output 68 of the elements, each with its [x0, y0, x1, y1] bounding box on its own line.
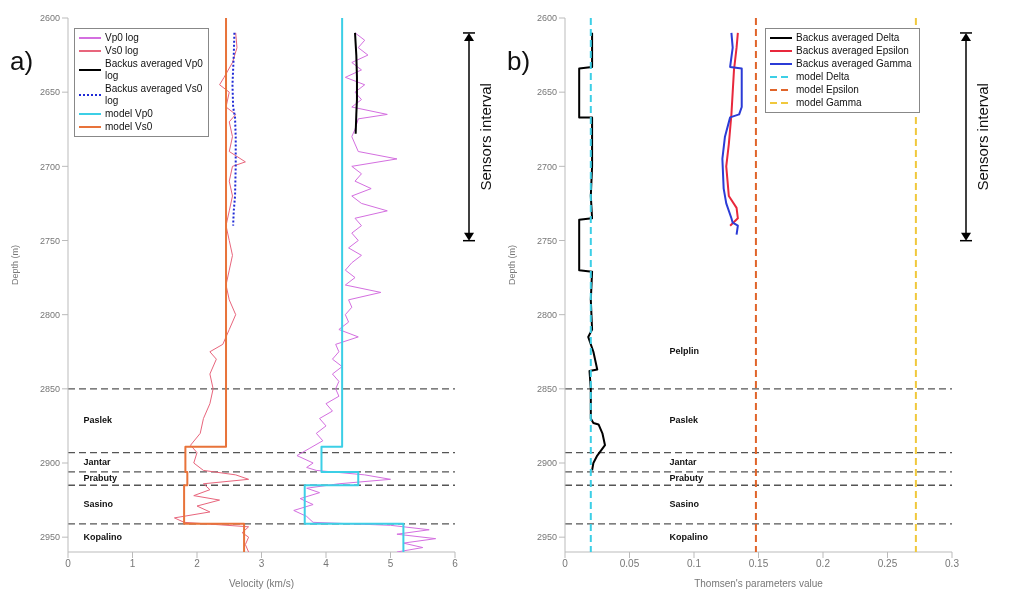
y-tick-label: 2950 [39, 532, 60, 543]
line-series [303, 18, 405, 552]
y-tick-label: 2950 [536, 532, 557, 543]
x-tick-label: 1 [129, 558, 136, 570]
line-series [725, 31, 739, 227]
y-tick-label: 2800 [536, 309, 557, 320]
y-tick-label: 2900 [39, 458, 60, 469]
line-series [578, 31, 606, 472]
x-tick-label: 5 [387, 558, 394, 570]
annotation: Kopalino [669, 532, 709, 543]
x-tick-label: 0.1 [687, 558, 702, 570]
y-axis-title: Depth (m) [10, 244, 21, 285]
annotation: Pelplin [669, 346, 700, 357]
legend-label: model Vs0 [105, 121, 153, 133]
annotation: Paslek [83, 415, 113, 426]
x-tick-label: 0.3 [945, 558, 960, 570]
annotation: Prabuty [83, 472, 117, 483]
line-series [231, 31, 237, 227]
annotation: Jantar [83, 456, 111, 467]
x-tick-label: 0 [562, 558, 569, 570]
legend-label: model Epsilon [796, 84, 859, 96]
x-tick-label: 0.25 [877, 558, 898, 570]
x-axis-title: Velocity (km/s) [228, 578, 295, 589]
y-tick-label: 2800 [39, 309, 60, 320]
legend-label: Vs0 log [105, 45, 139, 57]
y-tick-label: 2850 [536, 384, 557, 395]
line-series [354, 31, 358, 135]
legend-label: Vp0 log [105, 32, 139, 44]
y-tick-label: 2700 [536, 161, 557, 172]
y-axis-title: Depth (m) [507, 244, 518, 285]
text: Sensors interval [477, 83, 494, 191]
y-tick-label: 2750 [536, 235, 557, 246]
text: b) [507, 46, 531, 77]
y-tick-label: 2600 [39, 13, 60, 24]
annotation: Paslek [669, 415, 700, 426]
line-series [293, 32, 437, 552]
x-tick-label: 0 [65, 558, 72, 570]
legend-label: Backus averaged Vp0 log [105, 58, 204, 82]
y-tick-label: 2650 [536, 87, 557, 98]
legend-label: Backus averaged Epsilon [796, 45, 909, 57]
x-tick-label: 4 [323, 558, 330, 570]
annotation: Prabuty [669, 472, 704, 483]
legend-label: model Delta [796, 71, 850, 83]
y-tick-label: 2900 [536, 458, 557, 469]
y-tick-label: 2650 [39, 87, 60, 98]
x-tick-label: 0.15 [748, 558, 769, 570]
annotation: Kopalino [83, 532, 123, 543]
x-tick-label: 3 [258, 558, 265, 570]
x-tick-label: 6 [452, 558, 459, 570]
y-tick-label: 2850 [39, 384, 60, 395]
y-tick-label: 2700 [39, 161, 60, 172]
legend-label: model Gamma [796, 97, 862, 109]
text: Sensors interval [974, 83, 991, 191]
text: a) [10, 46, 34, 77]
legend-label: Backus averaged Delta [796, 32, 900, 44]
x-tick-label: 2 [194, 558, 201, 570]
x-tick-label: 0.05 [619, 558, 640, 570]
annotation: Sasino [669, 498, 700, 509]
legend-label: model Vp0 [105, 108, 153, 120]
legend-label: Backus averaged Gamma [796, 58, 912, 70]
x-axis-title: Thomsen's parameters value [694, 578, 824, 589]
annotation: Sasino [83, 498, 114, 509]
y-tick-label: 2750 [39, 235, 60, 246]
line-series [183, 18, 246, 552]
annotation: Jantar [669, 456, 697, 467]
y-tick-label: 2600 [536, 13, 557, 24]
line-series [721, 31, 743, 236]
x-tick-label: 0.2 [816, 558, 831, 570]
